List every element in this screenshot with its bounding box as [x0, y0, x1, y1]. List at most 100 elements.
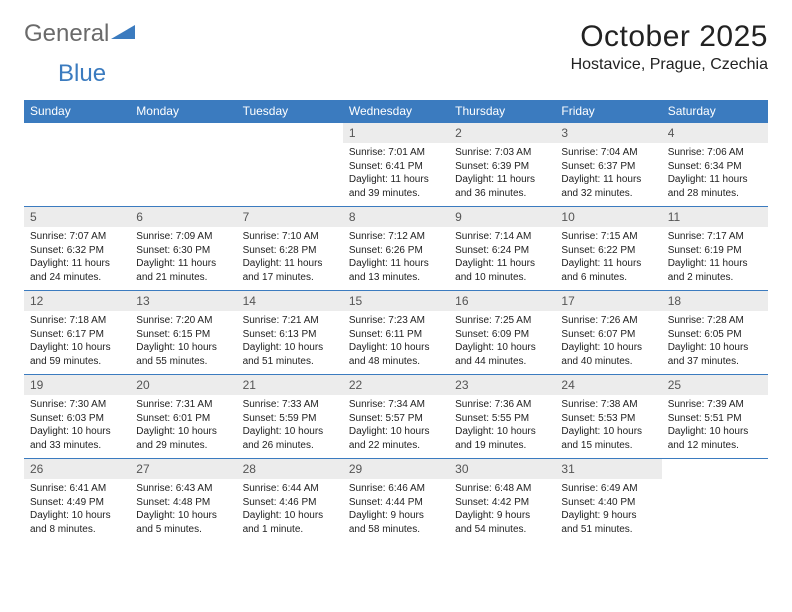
day-body: Sunrise: 7:10 AMSunset: 6:28 PMDaylight:… — [237, 227, 343, 290]
sunset-line: Sunset: 6:24 PM — [455, 244, 549, 258]
month-title: October 2025 — [571, 20, 768, 54]
day-body: Sunrise: 6:48 AMSunset: 4:42 PMDaylight:… — [449, 479, 555, 542]
daylight-line: Daylight: 11 hours and 28 minutes. — [668, 173, 762, 200]
day-cell: .. — [662, 459, 768, 542]
sunset-line: Sunset: 6:39 PM — [455, 160, 549, 174]
day-body: Sunrise: 6:41 AMSunset: 4:49 PMDaylight:… — [24, 479, 130, 542]
sunset-line: Sunset: 6:11 PM — [349, 328, 443, 342]
sunrise-line: Sunrise: 7:31 AM — [136, 398, 230, 412]
daylight-line: Daylight: 10 hours and 40 minutes. — [561, 341, 655, 368]
day-headers: SundayMondayTuesdayWednesdayThursdayFrid… — [24, 100, 768, 122]
day-body: Sunrise: 7:18 AMSunset: 6:17 PMDaylight:… — [24, 311, 130, 374]
date-number: 13 — [130, 291, 236, 311]
date-number: 23 — [449, 375, 555, 395]
day-body: Sunrise: 7:30 AMSunset: 6:03 PMDaylight:… — [24, 395, 130, 458]
date-number: 22 — [343, 375, 449, 395]
day-body: Sunrise: 7:01 AMSunset: 6:41 PMDaylight:… — [343, 143, 449, 206]
sunrise-line: Sunrise: 7:03 AM — [455, 146, 549, 160]
day-body: Sunrise: 7:34 AMSunset: 5:57 PMDaylight:… — [343, 395, 449, 458]
logo-word1: General — [24, 20, 109, 48]
day-cell: 1Sunrise: 7:01 AMSunset: 6:41 PMDaylight… — [343, 123, 449, 206]
sunset-line: Sunset: 5:53 PM — [561, 412, 655, 426]
sunset-line: Sunset: 6:03 PM — [30, 412, 124, 426]
day-cell: 30Sunrise: 6:48 AMSunset: 4:42 PMDayligh… — [449, 459, 555, 542]
date-number: 19 — [24, 375, 130, 395]
sunset-line: Sunset: 6:28 PM — [243, 244, 337, 258]
day-cell: 31Sunrise: 6:49 AMSunset: 4:40 PMDayligh… — [555, 459, 661, 542]
day-cell: 8Sunrise: 7:12 AMSunset: 6:26 PMDaylight… — [343, 207, 449, 290]
sunset-line: Sunset: 6:34 PM — [668, 160, 762, 174]
week-row: 12Sunrise: 7:18 AMSunset: 6:17 PMDayligh… — [24, 290, 768, 374]
date-number: 26 — [24, 459, 130, 479]
date-number: 7 — [237, 207, 343, 227]
sunrise-line: Sunrise: 7:14 AM — [455, 230, 549, 244]
daylight-line: Daylight: 10 hours and 5 minutes. — [136, 509, 230, 536]
day-cell: 23Sunrise: 7:36 AMSunset: 5:55 PMDayligh… — [449, 375, 555, 458]
day-body: Sunrise: 7:14 AMSunset: 6:24 PMDaylight:… — [449, 227, 555, 290]
sunset-line: Sunset: 4:42 PM — [455, 496, 549, 510]
daylight-line: Daylight: 11 hours and 32 minutes. — [561, 173, 655, 200]
sunset-line: Sunset: 6:26 PM — [349, 244, 443, 258]
sunrise-line: Sunrise: 7:23 AM — [349, 314, 443, 328]
logo-word2: Blue — [58, 60, 106, 87]
day-cell: 3Sunrise: 7:04 AMSunset: 6:37 PMDaylight… — [555, 123, 661, 206]
date-number: 12 — [24, 291, 130, 311]
date-number: 25 — [662, 375, 768, 395]
sunset-line: Sunset: 4:46 PM — [243, 496, 337, 510]
day-body: Sunrise: 6:49 AMSunset: 4:40 PMDaylight:… — [555, 479, 661, 542]
daylight-line: Daylight: 9 hours and 58 minutes. — [349, 509, 443, 536]
date-number: 28 — [237, 459, 343, 479]
daylight-line: Daylight: 11 hours and 24 minutes. — [30, 257, 124, 284]
sunset-line: Sunset: 6:13 PM — [243, 328, 337, 342]
date-number: 9 — [449, 207, 555, 227]
sunrise-line: Sunrise: 6:43 AM — [136, 482, 230, 496]
date-number: 27 — [130, 459, 236, 479]
daylight-line: Daylight: 10 hours and 1 minute. — [243, 509, 337, 536]
day-cell: 15Sunrise: 7:23 AMSunset: 6:11 PMDayligh… — [343, 291, 449, 374]
day-cell: 25Sunrise: 7:39 AMSunset: 5:51 PMDayligh… — [662, 375, 768, 458]
day-body: Sunrise: 7:38 AMSunset: 5:53 PMDaylight:… — [555, 395, 661, 458]
day-header: Thursday — [449, 100, 555, 122]
sunset-line: Sunset: 4:49 PM — [30, 496, 124, 510]
daylight-line: Daylight: 10 hours and 33 minutes. — [30, 425, 124, 452]
sunrise-line: Sunrise: 7:04 AM — [561, 146, 655, 160]
sunrise-line: Sunrise: 7:30 AM — [30, 398, 124, 412]
daylight-line: Daylight: 10 hours and 51 minutes. — [243, 341, 337, 368]
date-number: 18 — [662, 291, 768, 311]
daylight-line: Daylight: 10 hours and 15 minutes. — [561, 425, 655, 452]
date-number: 11 — [662, 207, 768, 227]
sunset-line: Sunset: 5:59 PM — [243, 412, 337, 426]
week-row: 19Sunrise: 7:30 AMSunset: 6:03 PMDayligh… — [24, 374, 768, 458]
day-header: Sunday — [24, 100, 130, 122]
daylight-line: Daylight: 11 hours and 36 minutes. — [455, 173, 549, 200]
day-body: Sunrise: 7:23 AMSunset: 6:11 PMDaylight:… — [343, 311, 449, 374]
day-body: Sunrise: 7:33 AMSunset: 5:59 PMDaylight:… — [237, 395, 343, 458]
daylight-line: Daylight: 10 hours and 29 minutes. — [136, 425, 230, 452]
day-cell: 14Sunrise: 7:21 AMSunset: 6:13 PMDayligh… — [237, 291, 343, 374]
sunset-line: Sunset: 5:57 PM — [349, 412, 443, 426]
day-cell: 12Sunrise: 7:18 AMSunset: 6:17 PMDayligh… — [24, 291, 130, 374]
day-body: Sunrise: 7:03 AMSunset: 6:39 PMDaylight:… — [449, 143, 555, 206]
date-number: 10 — [555, 207, 661, 227]
sunset-line: Sunset: 6:07 PM — [561, 328, 655, 342]
daylight-line: Daylight: 11 hours and 2 minutes. — [668, 257, 762, 284]
day-cell: 21Sunrise: 7:33 AMSunset: 5:59 PMDayligh… — [237, 375, 343, 458]
sunrise-line: Sunrise: 6:46 AM — [349, 482, 443, 496]
sunset-line: Sunset: 6:15 PM — [136, 328, 230, 342]
day-body: Sunrise: 7:09 AMSunset: 6:30 PMDaylight:… — [130, 227, 236, 290]
day-cell: 24Sunrise: 7:38 AMSunset: 5:53 PMDayligh… — [555, 375, 661, 458]
week-row: ......1Sunrise: 7:01 AMSunset: 6:41 PMDa… — [24, 122, 768, 206]
day-header: Friday — [555, 100, 661, 122]
date-number: 1 — [343, 123, 449, 143]
date-number: 31 — [555, 459, 661, 479]
sunrise-line: Sunrise: 7:07 AM — [30, 230, 124, 244]
sunset-line: Sunset: 6:30 PM — [136, 244, 230, 258]
day-cell: 27Sunrise: 6:43 AMSunset: 4:48 PMDayligh… — [130, 459, 236, 542]
sunrise-line: Sunrise: 6:49 AM — [561, 482, 655, 496]
date-number: 8 — [343, 207, 449, 227]
daylight-line: Daylight: 10 hours and 44 minutes. — [455, 341, 549, 368]
day-cell: 29Sunrise: 6:46 AMSunset: 4:44 PMDayligh… — [343, 459, 449, 542]
day-body: Sunrise: 7:20 AMSunset: 6:15 PMDaylight:… — [130, 311, 236, 374]
daylight-line: Daylight: 11 hours and 10 minutes. — [455, 257, 549, 284]
date-number: 21 — [237, 375, 343, 395]
